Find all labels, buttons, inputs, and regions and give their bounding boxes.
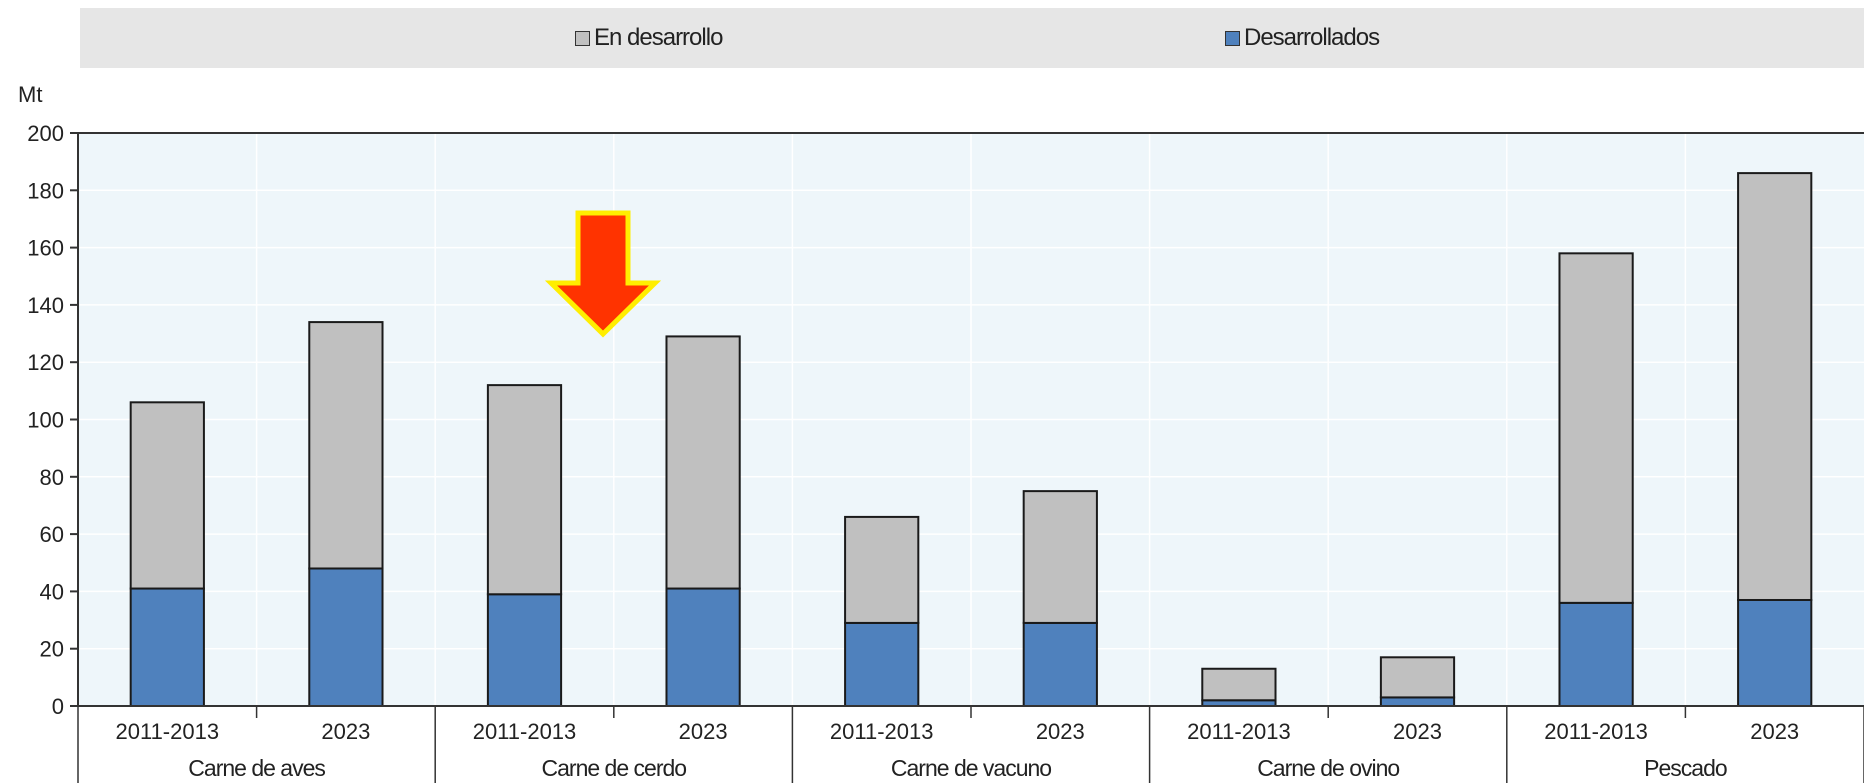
y-tick-label-3: 60 xyxy=(40,522,64,547)
period-label-7: 2023 xyxy=(1393,719,1442,744)
period-label-6: 2011-2013 xyxy=(1187,719,1291,744)
group-label-3: Carne de ovino xyxy=(1257,755,1399,781)
period-label-8: 2011-2013 xyxy=(1544,719,1648,744)
group-label-2: Carne de vacuno xyxy=(891,755,1051,781)
bars xyxy=(129,172,1813,708)
bar-en-desarrollo-g4-p0 xyxy=(1558,252,1634,604)
y-tick-label-2: 40 xyxy=(40,579,64,604)
group-label-0: Carne de aves xyxy=(188,755,325,781)
y-axis-title: Mt xyxy=(18,82,42,107)
legend-label-en-desarrollo: En desarrollo xyxy=(594,24,723,51)
legend-label-desarrollados: Desarrollados xyxy=(1244,24,1380,51)
x-tick-labels: 2011-2013 2023 2011-2013 2023 2011-2013 2023 2… xyxy=(116,719,1800,781)
bar-en-desarrollo-g1-p0 xyxy=(486,384,563,596)
bar-desarrollados-g4-p1 xyxy=(1737,598,1813,707)
bar-en-desarrollo-g4-p1 xyxy=(1737,172,1813,601)
period-label-2: 2011-2013 xyxy=(473,719,577,744)
legend: En desarrollo Desarrollados xyxy=(80,8,1864,68)
group-label-1: Carne de cerdo xyxy=(542,755,687,781)
bar-en-desarrollo-g1-p1 xyxy=(665,335,741,590)
y-tick-label-10: 200 xyxy=(27,121,64,146)
bar-desarrollados-g2-p0 xyxy=(844,621,920,707)
bar-desarrollados-g1-p0 xyxy=(486,593,563,708)
bar-desarrollados-g0-p0 xyxy=(129,587,205,707)
bar-desarrollados-g2-p1 xyxy=(1022,621,1098,707)
y-tick-label-5: 100 xyxy=(27,408,64,433)
legend-swatch-en-desarrollo xyxy=(575,30,590,46)
y-tick-label-0: 0 xyxy=(52,694,64,719)
y-tick-label-1: 20 xyxy=(40,637,64,662)
period-label-1: 2023 xyxy=(321,719,370,744)
y-tick-label-8: 160 xyxy=(27,236,64,261)
legend-item-en-desarrollo: En desarrollo xyxy=(575,8,723,68)
y-tick-label-6: 120 xyxy=(27,350,64,375)
bar-desarrollados-g0-p1 xyxy=(308,567,384,707)
bar-en-desarrollo-g0-p0 xyxy=(129,401,205,590)
y-tick-label-4: 80 xyxy=(40,465,64,490)
y-tick-label-9: 180 xyxy=(27,178,64,203)
period-label-5: 2023 xyxy=(1036,719,1085,744)
bar-desarrollados-g3-p1 xyxy=(1379,696,1456,708)
y-tick-label-7: 140 xyxy=(27,293,64,318)
period-label-3: 2023 xyxy=(679,719,728,744)
axes xyxy=(70,132,1864,783)
y-tick-labels: 0 20 40 60 80 100 120 140 160 180 200 xyxy=(27,121,64,719)
annotation xyxy=(544,210,662,338)
period-label-4: 2011-2013 xyxy=(830,719,934,744)
group-label-4: Pescado xyxy=(1644,755,1727,781)
period-label-9: 2023 xyxy=(1750,719,1799,744)
bar-en-desarrollo-g2-p1 xyxy=(1022,490,1098,624)
bar-desarrollados-g4-p0 xyxy=(1558,601,1634,707)
bar-en-desarrollo-g0-p1 xyxy=(308,321,384,570)
bar-en-desarrollo-g2-p0 xyxy=(844,515,920,624)
legend-item-desarrollados: Desarrollados xyxy=(1225,8,1380,68)
legend-swatch-desarrollados xyxy=(1225,30,1240,46)
bar-en-desarrollo-g3-p1 xyxy=(1379,656,1456,699)
bar-en-desarrollo-g3-p0 xyxy=(1201,667,1277,702)
down-arrow-icon xyxy=(544,210,662,338)
bar-desarrollados-g1-p1 xyxy=(665,587,741,707)
period-label-0: 2011-2013 xyxy=(116,719,220,744)
